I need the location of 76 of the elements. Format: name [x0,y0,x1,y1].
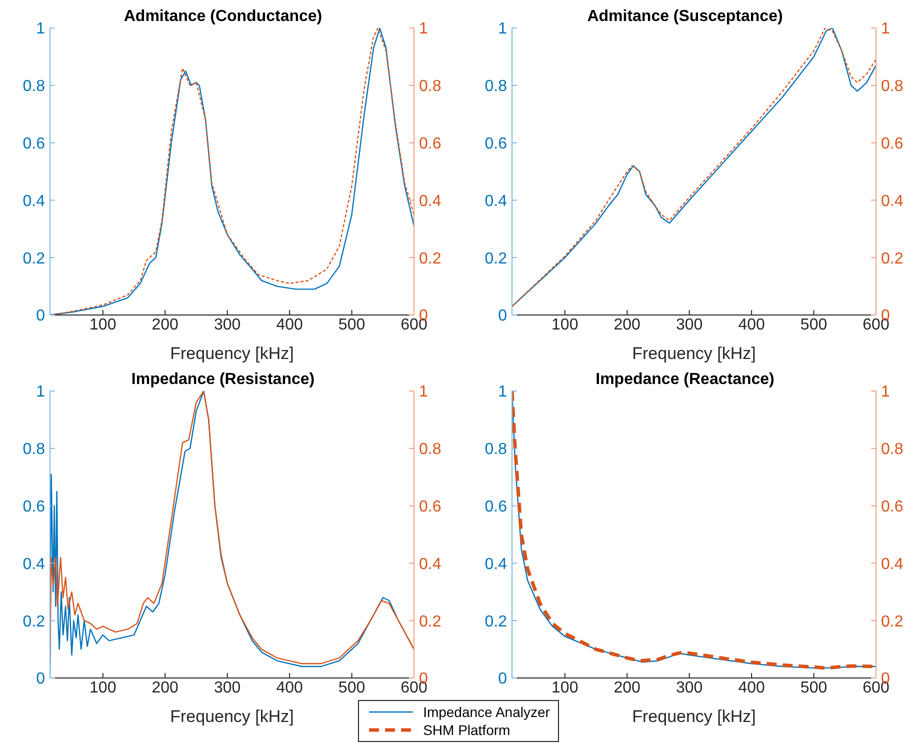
y2-tick-label: 0.4 [881,556,904,573]
y-tick-label: 0.6 [484,498,508,516]
x-tick-label: 100 [90,316,116,334]
y2-tick-label: 0.6 [419,135,442,152]
x-tick-label: 300 [214,316,241,334]
y2-tick-label: 0.6 [419,498,442,516]
chart-title: Impedance (Reactance) [596,371,774,388]
x-tick-label: 300 [676,316,703,334]
y-tick-label: 0.2 [22,613,46,630]
y-tick-label: 1 [498,384,508,401]
line-series [50,28,414,315]
x-tick-label: 200 [152,679,179,696]
y2-tick-label: 0.8 [419,78,442,96]
y2-tick-label: 1 [881,384,890,401]
x-tick-label: 100 [552,679,578,696]
x-axis-title: Frequency [kHz] [632,344,756,363]
y2-tick-label: 0.2 [881,250,904,268]
y-tick-label: 0 [36,670,46,688]
y-tick-label: 0.2 [484,250,508,268]
x-tick-label: 100 [552,316,578,334]
y-tick-label: 0.2 [22,250,46,268]
y2-tick-label: 0.4 [419,192,442,210]
legend-label: SHM Platform [423,721,510,739]
x-tick-label: 100 [90,679,116,696]
y2-tick-label: 0.2 [419,613,442,630]
y-tick-label: 0 [36,308,46,325]
y-tick-label: 0.6 [22,498,46,516]
x-tick-label: 500 [338,316,366,334]
x-axis-title: Frequency [kHz] [170,344,294,363]
y-tick-label: 0.4 [22,192,46,210]
x-tick-label: 300 [676,679,703,696]
x-axis-title: Frequency [kHz] [632,707,756,726]
y-tick-label: 0.6 [22,135,46,152]
legend-label: Impedance Analyzer [423,703,550,721]
y2-tick-label: 0.6 [881,498,904,516]
x-tick-label: 400 [738,679,765,696]
x-tick-label: 500 [800,679,828,696]
y-tick-label: 0.8 [22,78,46,96]
y-tick-label: 0.8 [484,78,508,96]
y-tick-label: 0.4 [484,192,508,210]
x-tick-label: 200 [614,679,641,696]
y-tick-label: 0.8 [484,441,508,458]
y2-tick-label: 0.4 [881,192,904,210]
y2-tick-label: 0.4 [419,556,442,573]
chart-title: Impedance (Resistance) [131,371,315,388]
x-tick-label: 300 [214,679,241,696]
y2-tick-label: 0.8 [419,441,442,458]
x-axis-title: Frequency [kHz] [170,707,294,726]
x-tick-label: 400 [276,679,303,696]
x-tick-label: 200 [614,316,641,334]
y-tick-label: 0.8 [22,441,46,458]
y2-tick-label: 0.2 [881,613,904,630]
x-tick-label: 400 [738,316,765,334]
y2-tick-label: 1 [419,20,428,38]
y2-tick-label: 0.6 [881,135,904,152]
y-tick-label: 0 [498,308,508,325]
y2-tick-label: 0.8 [881,441,904,458]
x-tick-label: 500 [338,679,366,696]
chart-title: Admitance (Conductance) [124,8,322,25]
y-tick-label: 0 [498,670,508,688]
x-tick-label: 200 [152,316,179,334]
line-series [512,28,876,307]
y-tick-label: 1 [36,20,46,38]
y-tick-label: 1 [36,384,46,401]
y2-tick-label: 1 [419,384,428,401]
y-tick-label: 0.4 [22,556,46,573]
chart-title: Admitance (Susceptance) [587,8,783,25]
x-tick-label: 500 [800,316,828,334]
y2-tick-label: 0.8 [881,78,904,96]
y-tick-label: 0.4 [484,556,508,573]
y2-tick-label: 1 [881,20,890,38]
y2-tick-label: 0.2 [419,250,442,268]
y-tick-label: 1 [498,20,508,38]
x-tick-label: 400 [276,316,303,334]
y-tick-label: 0.2 [484,613,508,630]
y-tick-label: 0.6 [484,135,508,152]
